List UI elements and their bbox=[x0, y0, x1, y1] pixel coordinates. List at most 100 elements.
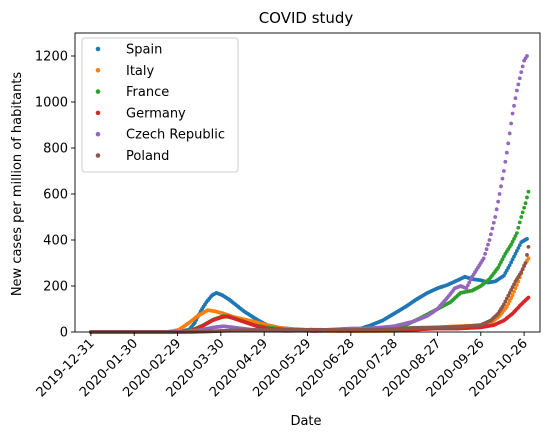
data-point bbox=[486, 242, 490, 247]
y-tick-label: 0 bbox=[60, 326, 68, 341]
data-point bbox=[506, 301, 511, 306]
data-point bbox=[513, 251, 518, 256]
data-point bbox=[519, 270, 524, 275]
data-point bbox=[509, 260, 514, 265]
data-point bbox=[512, 103, 516, 108]
data-point bbox=[464, 286, 469, 291]
data-point bbox=[525, 195, 529, 200]
x-axis-label: Date bbox=[290, 414, 321, 429]
data-point bbox=[494, 207, 499, 212]
data-point bbox=[484, 247, 489, 252]
data-point bbox=[510, 285, 515, 290]
data-point bbox=[526, 256, 531, 261]
chart-title: COVID study bbox=[259, 9, 354, 27]
legend-box bbox=[81, 37, 239, 173]
y-tick-label: 400 bbox=[43, 234, 68, 249]
data-point bbox=[491, 220, 496, 225]
data-point bbox=[467, 280, 472, 285]
data-point bbox=[525, 253, 529, 257]
legend-label: Spain bbox=[126, 43, 162, 58]
data-point bbox=[500, 176, 505, 181]
legend-item: France bbox=[95, 85, 169, 100]
data-point bbox=[499, 184, 503, 189]
legend-marker bbox=[95, 89, 101, 94]
legend-item: Italy bbox=[95, 64, 155, 79]
data-point bbox=[504, 304, 509, 309]
data-point bbox=[509, 242, 514, 247]
data-point bbox=[504, 150, 509, 155]
data-point bbox=[512, 289, 516, 294]
legend: Spain Italy France Germany Czech Republic Pol… bbox=[81, 37, 239, 173]
data-point bbox=[493, 215, 498, 219]
data-point bbox=[525, 54, 529, 58]
data-point bbox=[526, 189, 531, 194]
data-point bbox=[514, 249, 519, 253]
y-tick-label: 1000 bbox=[35, 96, 68, 111]
legend-marker bbox=[95, 153, 101, 158]
series-poland bbox=[88, 245, 531, 334]
data-point bbox=[502, 169, 506, 173]
legend-label: Italy bbox=[126, 64, 155, 79]
data-point bbox=[507, 263, 512, 268]
data-point bbox=[512, 282, 516, 287]
y-tick-label: 1200 bbox=[35, 50, 68, 65]
data-point bbox=[516, 82, 521, 87]
data-point bbox=[507, 299, 512, 303]
data-point bbox=[490, 226, 495, 231]
data-point bbox=[514, 88, 519, 93]
data-point bbox=[525, 236, 529, 241]
data-point bbox=[465, 283, 470, 288]
data-point bbox=[510, 239, 515, 244]
data-point bbox=[512, 236, 516, 241]
legend-marker bbox=[95, 46, 101, 52]
data-point bbox=[519, 215, 524, 219]
data-point bbox=[513, 234, 518, 238]
data-point bbox=[509, 296, 514, 300]
legend-item: Poland bbox=[95, 149, 169, 164]
y-tick-label: 200 bbox=[43, 280, 68, 295]
data-point bbox=[516, 246, 521, 250]
data-point bbox=[509, 121, 514, 126]
data-point bbox=[517, 76, 522, 81]
data-point bbox=[514, 231, 519, 236]
data-point bbox=[522, 264, 527, 268]
y-axis-label: New cases per million of habitants bbox=[10, 72, 25, 297]
data-point bbox=[517, 220, 522, 225]
data-point bbox=[509, 288, 514, 292]
data-point bbox=[510, 111, 515, 116]
legend-item: Czech Republic bbox=[95, 128, 225, 143]
data-point bbox=[483, 251, 488, 256]
data-point bbox=[510, 293, 515, 298]
data-point bbox=[523, 261, 528, 265]
data-point bbox=[468, 277, 473, 282]
y-tick-label: 600 bbox=[43, 188, 68, 203]
data-point bbox=[507, 131, 512, 136]
data-point bbox=[506, 293, 511, 298]
legend-label: Czech Republic bbox=[126, 128, 225, 143]
legend-item: Germany bbox=[95, 106, 186, 121]
data-point bbox=[513, 286, 518, 291]
data-point bbox=[487, 238, 492, 242]
data-point bbox=[510, 257, 515, 262]
data-point bbox=[503, 299, 508, 304]
legend-label: Poland bbox=[126, 149, 169, 164]
data-point bbox=[520, 64, 525, 69]
data-point bbox=[516, 225, 521, 230]
data-points bbox=[88, 54, 531, 334]
data-point bbox=[514, 282, 519, 287]
data-point bbox=[481, 256, 486, 261]
data-point bbox=[496, 199, 501, 204]
data-point bbox=[513, 96, 518, 101]
data-point bbox=[497, 192, 502, 196]
data-point bbox=[489, 232, 493, 237]
data-point bbox=[502, 302, 506, 307]
data-point bbox=[520, 210, 525, 215]
legend-label: France bbox=[126, 85, 169, 100]
data-point bbox=[507, 291, 512, 295]
data-point bbox=[526, 245, 531, 249]
legend-label: Germany bbox=[126, 106, 186, 121]
data-point bbox=[520, 267, 525, 272]
data-point bbox=[192, 320, 197, 325]
